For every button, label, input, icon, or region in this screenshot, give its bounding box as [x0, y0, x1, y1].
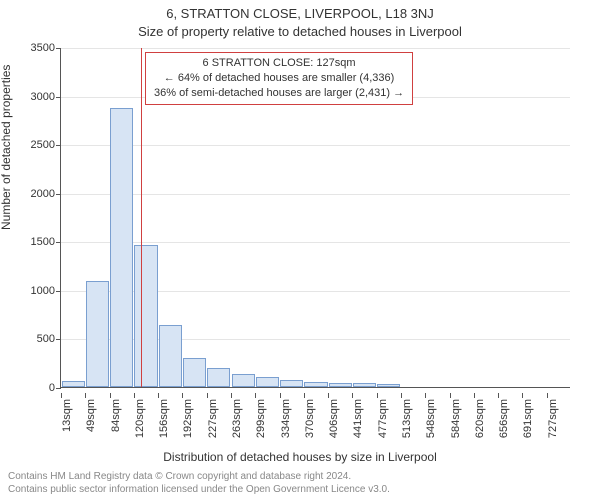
xtick-label: 49sqm	[85, 399, 97, 432]
xtick-label: 513sqm	[401, 399, 413, 438]
xtick-label: 727sqm	[547, 399, 559, 438]
xtick-mark	[450, 393, 451, 398]
xtick-mark	[425, 393, 426, 398]
bar	[304, 382, 327, 387]
ytick-label: 1500	[31, 236, 61, 248]
footer-attribution: Contains HM Land Registry data © Crown c…	[8, 470, 390, 496]
plot-area: 050010001500200025003000350013sqm49sqm84…	[60, 48, 570, 388]
xtick-mark	[280, 393, 281, 398]
xtick-mark	[498, 393, 499, 398]
xtick-label: 370sqm	[304, 399, 316, 438]
xtick-mark	[61, 393, 62, 398]
xtick-mark	[547, 393, 548, 398]
xtick-label: 120sqm	[134, 399, 146, 438]
xtick-mark	[474, 393, 475, 398]
page-subtitle: Size of property relative to detached ho…	[0, 24, 600, 39]
xtick-label: 406sqm	[328, 399, 340, 438]
bar	[110, 108, 133, 387]
xtick-label: 334sqm	[280, 399, 292, 438]
annotation-box: 6 STRATTON CLOSE: 127sqm ← 64% of detach…	[145, 52, 413, 105]
marker-line	[141, 48, 142, 387]
xtick-label: 584sqm	[450, 399, 462, 438]
xtick-mark	[231, 393, 232, 398]
xtick-label: 263sqm	[231, 399, 243, 438]
xtick-label: 477sqm	[377, 399, 389, 438]
xtick-mark	[85, 393, 86, 398]
xtick-mark	[182, 393, 183, 398]
footer-line-1: Contains HM Land Registry data © Crown c…	[8, 470, 390, 483]
ytick-label: 3000	[31, 91, 61, 103]
bar	[353, 383, 376, 387]
xtick-label: 192sqm	[182, 399, 194, 438]
xtick-mark	[207, 393, 208, 398]
annotation-title: 6 STRATTON CLOSE: 127sqm	[154, 56, 404, 71]
xtick-mark	[110, 393, 111, 398]
bar	[183, 358, 206, 387]
xtick-mark	[522, 393, 523, 398]
xtick-label: 84sqm	[110, 399, 122, 432]
bar	[86, 281, 109, 387]
xtick-label: 299sqm	[255, 399, 267, 438]
xtick-mark	[304, 393, 305, 398]
y-axis-label: Number of detached properties	[0, 65, 13, 230]
xtick-mark	[328, 393, 329, 398]
xtick-label: 620sqm	[474, 399, 486, 438]
xtick-mark	[158, 393, 159, 398]
chart-container: 6, STRATTON CLOSE, LIVERPOOL, L18 3NJ Si…	[0, 0, 600, 500]
bar	[207, 368, 230, 387]
xtick-label: 441sqm	[352, 399, 364, 438]
ytick-label: 500	[37, 333, 61, 345]
xtick-mark	[134, 393, 135, 398]
xtick-mark	[352, 393, 353, 398]
ytick-label: 2500	[31, 139, 61, 151]
bar	[232, 374, 255, 387]
bar	[62, 381, 85, 387]
ytick-label: 0	[49, 382, 61, 394]
xtick-mark	[255, 393, 256, 398]
bar	[159, 325, 182, 387]
xtick-label: 227sqm	[207, 399, 219, 438]
bar	[280, 380, 303, 387]
xtick-label: 548sqm	[425, 399, 437, 438]
annotation-line-smaller: ← 64% of detached houses are smaller (4,…	[154, 71, 404, 86]
ytick-label: 2000	[31, 188, 61, 200]
xtick-mark	[401, 393, 402, 398]
bar	[256, 377, 279, 387]
xtick-mark	[377, 393, 378, 398]
bar	[377, 384, 400, 387]
bar	[329, 383, 352, 387]
xtick-label: 656sqm	[498, 399, 510, 438]
x-axis-label: Distribution of detached houses by size …	[0, 450, 600, 464]
page-title: 6, STRATTON CLOSE, LIVERPOOL, L18 3NJ	[0, 6, 600, 21]
xtick-label: 13sqm	[61, 399, 73, 432]
bar	[134, 245, 157, 387]
xtick-label: 156sqm	[158, 399, 170, 438]
annotation-line-larger: 36% of semi-detached houses are larger (…	[154, 86, 404, 101]
ytick-label: 1000	[31, 285, 61, 297]
ytick-label: 3500	[31, 42, 61, 54]
footer-line-2: Contains public sector information licen…	[8, 483, 390, 496]
xtick-label: 691sqm	[522, 399, 534, 438]
